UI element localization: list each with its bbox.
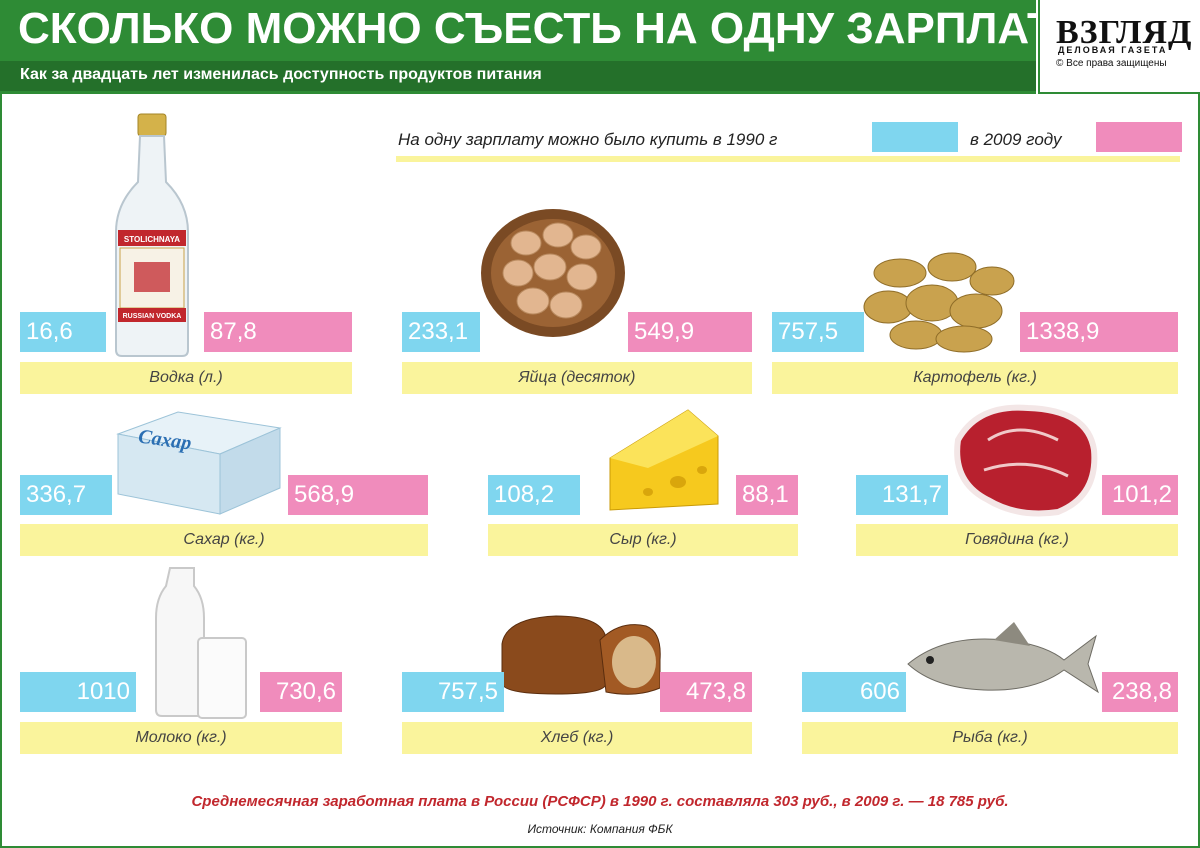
eggs-1990-value: 233,1 [402,312,480,352]
legend-underline [396,156,1180,162]
bread-2009-value: 473,8 [660,672,752,712]
sugar-label: Сахар (кг.) [20,524,428,556]
subtitle-bar [0,61,1036,91]
cheese-icon [609,409,719,511]
footer-note: Среднемесячная заработная плата в России… [191,793,1009,810]
bread-icon [501,615,661,695]
vodka-label-top: STOLICHNAYA [124,235,180,244]
milk-1990-value: 1010 [20,672,136,712]
sugar-pack-icon: Сахар [116,411,282,515]
content-frame [0,94,1200,848]
potatoes-2009-value: 1338,9 [1020,312,1178,352]
beef-icon [954,404,1098,517]
bread-1990-value: 757,5 [402,672,504,712]
vodka-2009-value: 87,8 [204,312,352,352]
logo-name: ВЗГЛЯД [1056,14,1193,51]
vodka-bottle-icon: STOLICHNAYA RUSSIAN VODKA [115,113,189,357]
potatoes-1990-value: 757,5 [772,312,864,352]
beef-label: Говядина (кг.) [856,524,1178,556]
vodka-label: Водка (л.) [20,362,352,394]
fish-2009-value: 238,8 [1102,672,1178,712]
cheese-1990-value: 108,2 [488,475,580,515]
beef-2009-value: 101,2 [1102,475,1178,515]
fish-icon [907,622,1099,694]
legend-swatch-2009 [1096,122,1182,152]
milk-2009-value: 730,6 [260,672,342,712]
cheese-2009-value: 88,1 [736,475,798,515]
legend-swatch-1990 [872,122,958,152]
milk-label: Молоко (кг.) [20,722,342,754]
eggs-label: Яйца (десяток) [402,362,752,394]
milk-icon [155,567,247,719]
sugar-2009-value: 568,9 [288,475,428,515]
page-title: СКОЛЬКО МОЖНО СЪЕСТЬ НА ОДНУ ЗАРПЛАТУ [18,4,1082,53]
logo-tagline: ДЕЛОВАЯ ГАЗЕТА [1058,45,1168,55]
vodka-1990-value: 16,6 [20,312,106,352]
fish-1990-value: 606 [802,672,906,712]
sugar-1990-value: 336,7 [20,475,112,515]
legend-label-2009: в 2009 году [970,130,1062,149]
bread-label: Хлеб (кг.) [402,722,752,754]
page-subtitle: Как за двадцать лет изменилась доступнос… [20,66,542,83]
beef-1990-value: 131,7 [856,475,948,515]
logo-copyright: © Все права защищены [1056,58,1167,69]
fish-label: Рыба (кг.) [802,722,1178,754]
eggs-2009-value: 549,9 [628,312,752,352]
potatoes-label: Картофель (кг.) [772,362,1178,394]
legend-label-1990: На одну зарплату можно было купить в 199… [398,130,778,149]
vodka-label-bottom: RUSSIAN VODKA [123,313,182,320]
cheese-label: Сыр (кг.) [488,524,798,556]
egg-basket-icon [481,209,625,337]
publisher-logo: ВЗГЛЯД ДЕЛОВАЯ ГАЗЕТА © Все права защище… [1038,0,1200,94]
potatoes-icon [863,252,1015,353]
footer-source: Источник: Компания ФБК [527,822,673,836]
